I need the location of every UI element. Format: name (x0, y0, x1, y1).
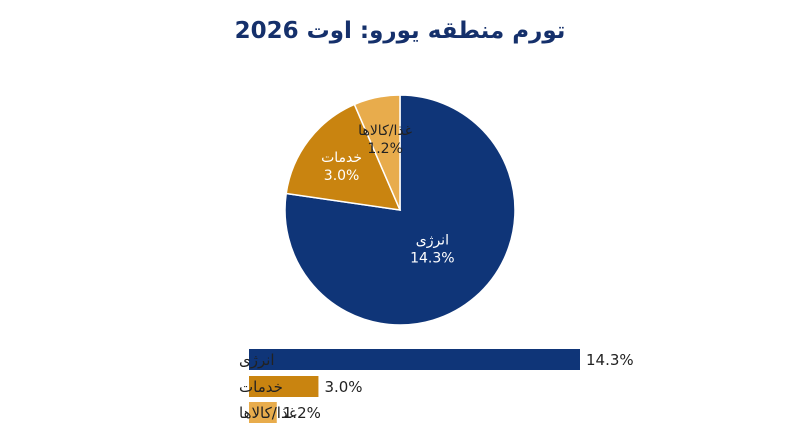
chart-title: تورم منطقه یورو: اوت 2026 (234, 18, 566, 44)
pie-slice-services (285, 103, 402, 211)
pie-chart: انرژی 14.3% خدمات 3.0% غذا/کالاها 1.2% (284, 94, 516, 326)
bar-services (249, 376, 319, 397)
bar-food (249, 402, 277, 423)
bar-energy (249, 349, 580, 370)
pie-value-services: 3.0% (324, 168, 360, 184)
pie-value-energy: 14.3% (410, 250, 454, 266)
pie-label-energy: انرژی (416, 232, 449, 248)
bar-category-services: خدمات (239, 378, 283, 396)
pie-label-food: غذا/کالاها (358, 123, 412, 139)
pie-value-food: 1.2% (367, 141, 403, 157)
bar-value-services: 3.0% (324, 378, 362, 396)
pie-slice-food (353, 94, 401, 211)
bar-category-energy: انرژی (239, 351, 275, 369)
bar-value-food: 1.2% (283, 404, 321, 422)
bar-value-energy: 14.3% (586, 351, 634, 369)
pie-label-services: خدمات (321, 150, 362, 166)
bar-category-food: غذا/کالاها (239, 404, 297, 422)
pie-slice-energy (284, 94, 516, 326)
